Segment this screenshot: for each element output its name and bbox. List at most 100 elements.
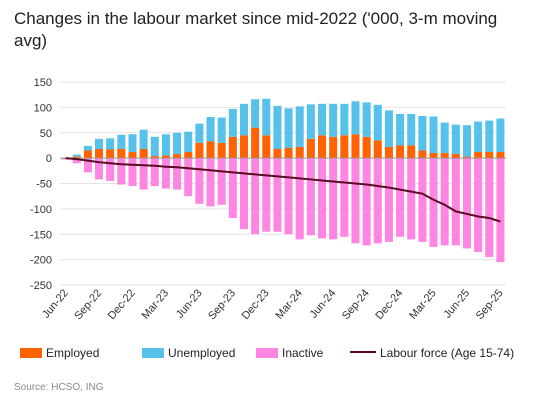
bar-employed	[418, 150, 427, 159]
x-tick-label: Mar-24	[273, 287, 305, 321]
bar-employed	[128, 152, 137, 159]
bar-employed	[161, 155, 170, 159]
y-tick-label: -150	[30, 229, 52, 241]
bar-employed	[195, 142, 204, 159]
bar-unemployed	[351, 101, 360, 135]
bar-inactive	[139, 158, 148, 190]
bar-unemployed	[306, 104, 315, 139]
y-tick-label: -200	[30, 255, 52, 267]
bar-employed	[496, 152, 505, 159]
bar-unemployed	[362, 102, 371, 137]
bar-unemployed	[150, 136, 159, 157]
bar-inactive	[72, 158, 81, 164]
x-tick-label: Sep-23	[206, 287, 238, 322]
bar-employed	[284, 147, 293, 159]
x-tick-label: Jun-23	[174, 287, 205, 320]
bar-inactive	[485, 158, 494, 258]
bar-unemployed	[95, 138, 104, 149]
bar-inactive	[474, 158, 483, 253]
legend-label-inactive: Inactive	[282, 346, 324, 360]
bar-employed	[273, 148, 282, 159]
x-tick-label: Mar-23	[140, 287, 172, 321]
bar-unemployed	[195, 123, 204, 143]
x-tick-label: Jun-22	[40, 287, 71, 320]
bar-inactive	[318, 158, 327, 239]
bar-unemployed	[128, 134, 137, 153]
bar-employed	[429, 153, 438, 159]
bar-employed	[306, 138, 315, 159]
bar-employed	[150, 156, 159, 159]
bar-inactive	[217, 158, 226, 205]
bar-inactive	[496, 158, 505, 263]
bar-employed	[217, 142, 226, 159]
bar-unemployed	[262, 98, 271, 136]
bar-employed	[384, 146, 393, 159]
x-tick-label: Sep-24	[340, 287, 372, 322]
bar-inactive	[407, 158, 416, 240]
bar-unemployed	[273, 105, 282, 149]
bar-unemployed	[418, 116, 427, 151]
bar-employed	[318, 135, 327, 159]
bar-inactive	[429, 158, 438, 247]
bar-employed	[251, 127, 260, 159]
bar-inactive	[440, 158, 449, 246]
y-tick-label: -100	[30, 204, 52, 216]
bar-unemployed	[184, 131, 193, 153]
y-tick-label: -50	[36, 179, 52, 191]
bar-inactive	[195, 158, 204, 204]
bar-inactive	[384, 158, 393, 242]
bar-employed	[462, 156, 471, 159]
x-tick-label: Jun-25	[441, 287, 472, 320]
legend-swatch-labour-force	[350, 351, 376, 353]
y-tick-label: 0	[46, 153, 52, 165]
bar-unemployed	[217, 117, 226, 143]
bar-unemployed	[251, 99, 260, 128]
bar-unemployed	[295, 106, 304, 147]
y-tick-label: 150	[34, 77, 52, 89]
bar-inactive	[228, 158, 237, 219]
bar-inactive	[306, 158, 315, 236]
legend-item-labour-force: Labour force (Age 15-74)	[350, 346, 514, 360]
x-tick-label: Jun-24	[308, 287, 339, 320]
bar-inactive	[95, 158, 104, 180]
bar-unemployed	[485, 120, 494, 153]
x-tick-label: Dec-23	[240, 287, 272, 322]
bar-unemployed	[72, 154, 81, 157]
bar-employed	[206, 141, 215, 159]
bar-inactive	[373, 158, 382, 244]
bar-inactive	[418, 158, 427, 242]
bar-employed	[351, 134, 360, 159]
bar-employed	[184, 152, 193, 159]
bar-unemployed	[329, 103, 338, 137]
bar-employed	[295, 146, 304, 159]
bar-employed	[72, 156, 81, 159]
bar-unemployed	[139, 129, 148, 149]
bar-unemployed	[239, 103, 248, 136]
legend-swatch-employed	[20, 348, 42, 358]
bar-unemployed	[318, 103, 327, 136]
bar-inactive	[451, 158, 460, 246]
bar-unemployed	[83, 145, 92, 151]
bar-inactive	[362, 158, 371, 246]
x-tick-label: Dec-24	[373, 287, 405, 322]
bar-employed	[474, 152, 483, 159]
y-tick-label: -250	[30, 280, 52, 292]
x-axis: Jun-22 Sep-22 Dec-22 Mar-23 Jun-23 Sep-23 Dec-…	[40, 287, 506, 322]
bar-unemployed	[206, 117, 215, 142]
bar-inactive	[161, 158, 170, 189]
bar-inactive	[184, 158, 193, 197]
bar-unemployed	[451, 124, 460, 155]
source-note: Source: HCSO, ING	[14, 382, 104, 393]
gridlines	[60, 81, 506, 286]
bar-employed	[340, 135, 349, 159]
bar-unemployed	[340, 103, 349, 136]
legend-item-unemployed: Unemployed	[142, 346, 235, 360]
bar-employed	[95, 148, 104, 159]
bar-unemployed	[429, 116, 438, 154]
bar-employed	[83, 150, 92, 159]
bar-inactive	[396, 158, 405, 237]
bar-inactive	[273, 158, 282, 232]
bar-employed	[228, 136, 237, 159]
bar-inactive	[117, 158, 126, 185]
bar-employed	[485, 152, 494, 159]
